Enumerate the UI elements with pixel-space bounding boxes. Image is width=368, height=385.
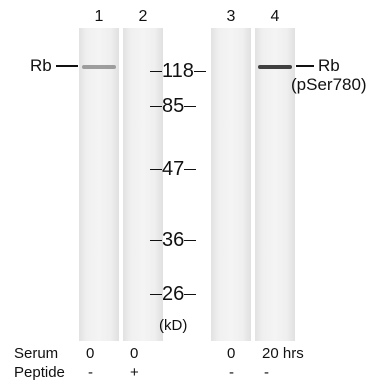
- marker-85-label: 85: [162, 95, 185, 117]
- lane-number-3: 3: [226, 8, 236, 25]
- lane-number-4: 4: [270, 8, 280, 25]
- marker-36: 36: [150, 229, 197, 252]
- serum-value-lane-4: 20 hrs: [262, 345, 304, 362]
- rb-label-left: Rb: [30, 56, 52, 75]
- marker-118-label: 118: [162, 60, 194, 82]
- peptide-value-lane-3: -: [229, 364, 234, 381]
- rb-band-lane-1: [82, 65, 116, 69]
- marker-26-label: 26: [162, 283, 185, 305]
- marker-85: 85: [150, 95, 197, 118]
- phospho-site-label: (pSer780): [291, 75, 367, 94]
- peptide-value-lane-2: +: [130, 364, 139, 381]
- peptide-row-label: Peptide: [14, 364, 65, 381]
- lane-3: [211, 28, 251, 341]
- marker-118: 118: [150, 60, 206, 83]
- rb-label-right: Rb: [318, 56, 340, 75]
- peptide-value-lane-4: -: [264, 364, 269, 381]
- lane-4: [255, 28, 295, 341]
- marker-unit: (kD): [159, 317, 188, 334]
- marker-47: 47: [150, 158, 197, 181]
- serum-row-label: Serum: [14, 345, 59, 362]
- rb-band-lane-4: [258, 65, 292, 69]
- marker-26: 26: [150, 283, 197, 306]
- marker-47-label: 47: [162, 158, 185, 180]
- serum-value-lane-2: 0: [130, 345, 139, 362]
- marker-36-label: 36: [162, 229, 185, 251]
- lane-number-2: 2: [138, 8, 148, 25]
- serum-value-lane-3: 0: [227, 345, 236, 362]
- serum-value-lane-1: 0: [86, 345, 95, 362]
- rb-pointer-right: [296, 65, 314, 67]
- rb-pointer-left: [56, 65, 78, 67]
- peptide-value-lane-1: -: [88, 364, 93, 381]
- lane-number-1: 1: [94, 8, 104, 25]
- lane-1: [79, 28, 119, 341]
- lane-2: [123, 28, 163, 341]
